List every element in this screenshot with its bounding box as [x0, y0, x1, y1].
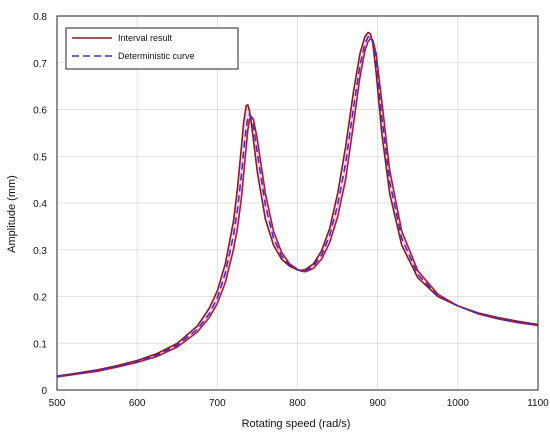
- x-tick-label: 600: [129, 398, 146, 409]
- y-tick-label: 0.3: [33, 246, 47, 257]
- y-tick-label: 0.8: [33, 12, 47, 23]
- x-tick-label: 700: [209, 398, 226, 409]
- legend: Interval result Deterministic curve: [65, 27, 239, 70]
- grid-lines: [56, 15, 539, 391]
- legend-box: [65, 27, 239, 70]
- series-line-lower: [56, 37, 539, 378]
- y-tick-label: 0.5: [33, 152, 47, 163]
- y-tick-label: 0.2: [33, 293, 47, 304]
- x-tick-label: 1000: [447, 398, 470, 409]
- x-axis-label: Rotating speed (rad/s): [242, 418, 351, 430]
- y-tick-labels: 0 0.1 0.2 0.3 0.4 0.5 0.6 0.7 0.8: [33, 12, 47, 397]
- legend-label-deterministic: Deterministic curve: [118, 51, 195, 61]
- y-tick-label: 0.4: [33, 199, 47, 210]
- legend-label-interval: Interval result: [118, 33, 173, 43]
- series-line-upper: [56, 31, 539, 377]
- x-tick-label: 800: [289, 398, 306, 409]
- y-tick-label: 0.7: [33, 59, 47, 70]
- y-tick-label: 0.6: [33, 106, 47, 117]
- y-tick-label: 0.1: [33, 339, 47, 350]
- x-tick-label: 900: [369, 398, 386, 409]
- series-line-nominal: [56, 35, 539, 378]
- series-lines: [56, 31, 539, 378]
- y-axis-label: Amplitude (mm): [6, 175, 18, 253]
- y-tick-label: 0: [41, 386, 47, 397]
- x-tick-labels: 500 600 700 800 900 1000 1100: [49, 398, 550, 409]
- plot-frame: [56, 15, 539, 391]
- x-tick-label: 500: [49, 398, 66, 409]
- x-tick-label: 1100: [527, 398, 549, 409]
